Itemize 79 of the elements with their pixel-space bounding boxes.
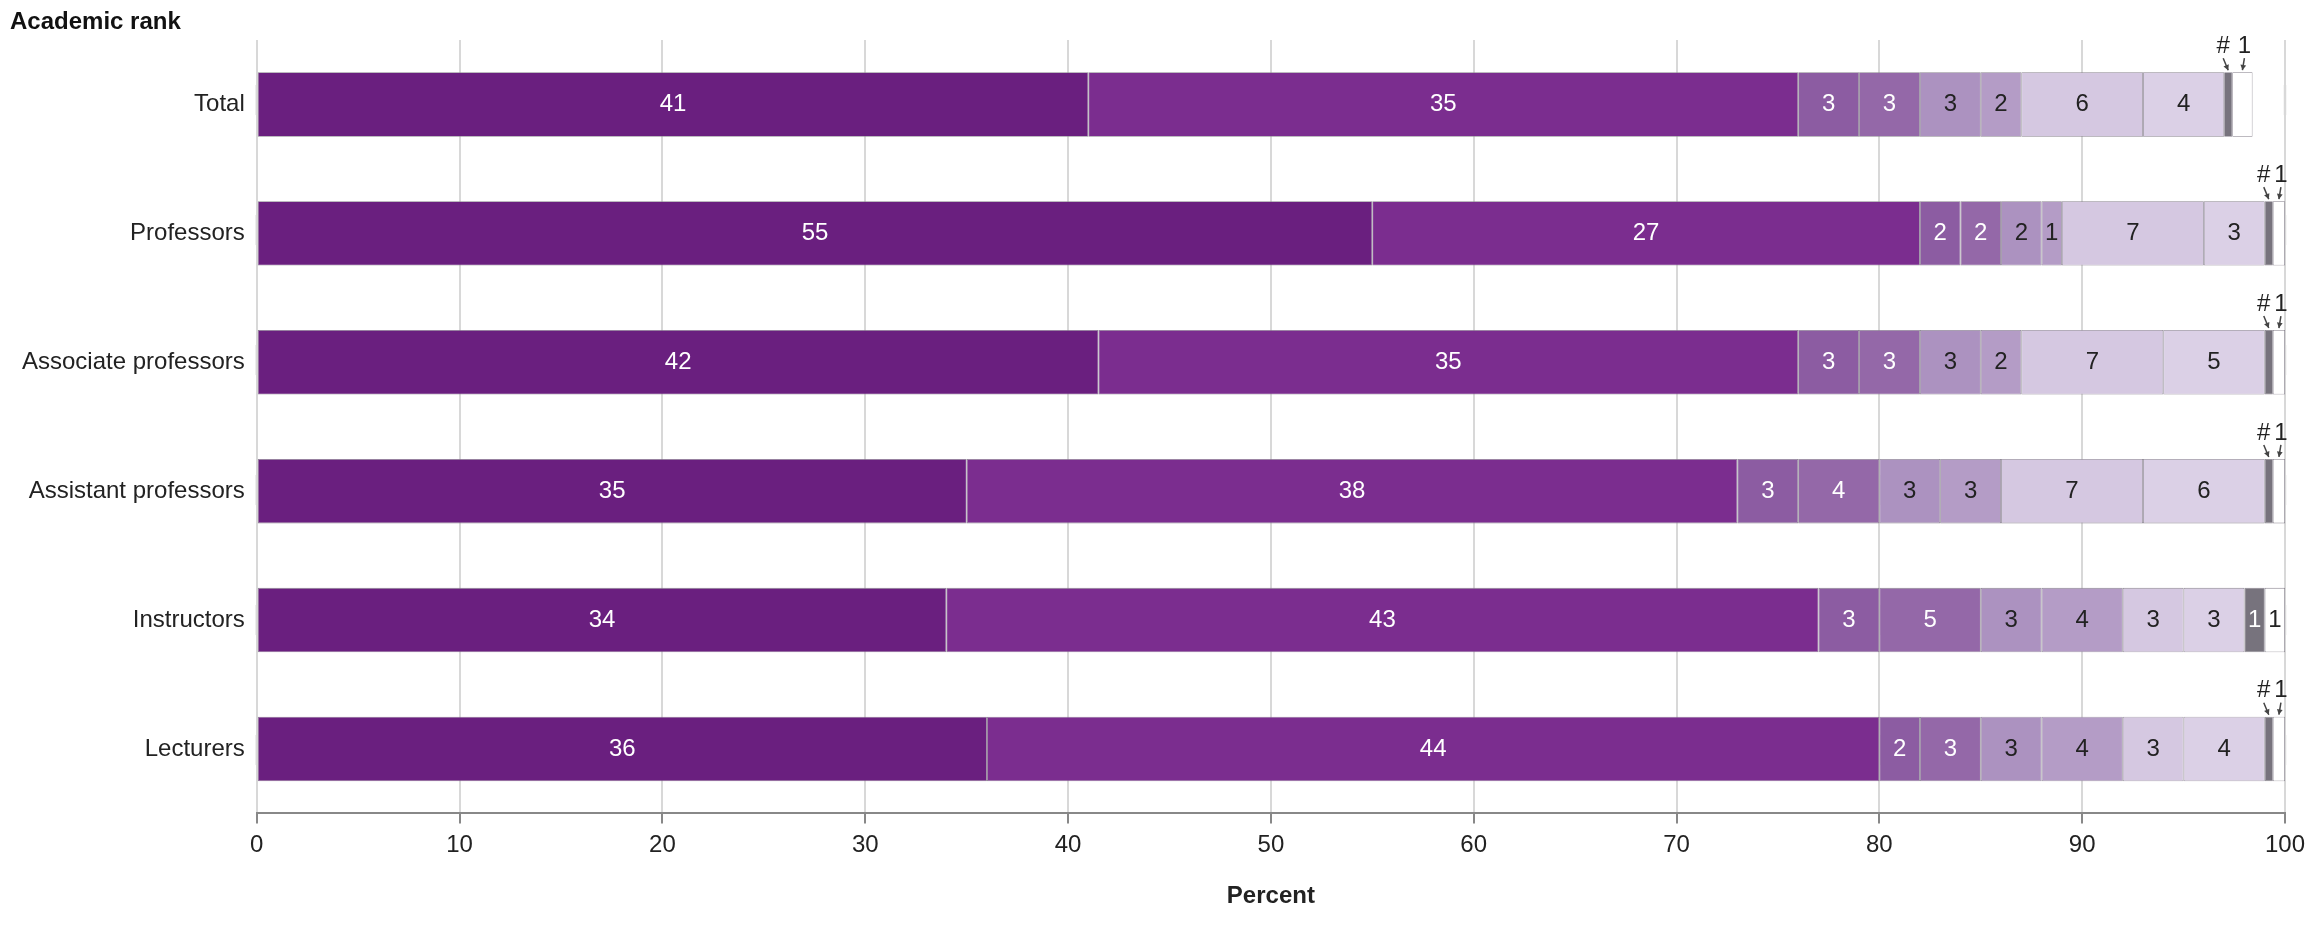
data-label: 6 <box>2197 475 2211 503</box>
data-label: 4 <box>2075 604 2089 632</box>
data-label: 35 <box>1435 346 1462 374</box>
y-axis-title: Academic rank <box>10 6 182 34</box>
data-label: 3 <box>1943 733 1958 761</box>
data-label: 3 <box>2146 604 2160 632</box>
data-label: 7 <box>2126 217 2140 245</box>
x-tick-label: 50 <box>1257 830 1285 858</box>
data-label: 3 <box>1882 346 1897 374</box>
x-tick-label: 70 <box>1663 830 1690 858</box>
y-tick-label: Instructors <box>132 604 245 632</box>
y-tick-label: Total <box>194 89 245 117</box>
data-label: 41 <box>659 89 687 117</box>
y-tick-label: Assistant professors <box>28 475 245 503</box>
x-tick-label: 90 <box>2068 830 2096 858</box>
y-tick-label: Lecturers <box>144 733 245 761</box>
data-label: 1 <box>2045 217 2059 245</box>
data-label: 1 <box>2274 159 2288 187</box>
data-label: 6 <box>2075 89 2089 117</box>
data-label: 3 <box>2004 604 2018 632</box>
data-label: 36 <box>608 733 636 761</box>
data-label: 55 <box>801 217 829 245</box>
data-label: # <box>2257 288 2272 316</box>
data-label: 3 <box>2004 733 2018 761</box>
data-label: 2 <box>1974 217 1988 245</box>
x-tick-label: 100 <box>2264 830 2306 858</box>
data-label: 4 <box>1832 475 1846 503</box>
data-label: 3 <box>1882 89 1897 117</box>
data-label: 3 <box>1963 475 1978 503</box>
data-label: 1 <box>2274 288 2288 316</box>
data-label: 35 <box>1429 89 1457 117</box>
data-label: 5 <box>1923 604 1937 632</box>
data-label: 2 <box>1933 217 1947 245</box>
data-label: 3 <box>1761 475 1775 503</box>
data-label: 1 <box>2237 30 2252 58</box>
data-label: 3 <box>2227 217 2241 245</box>
data-label: 1 <box>2247 604 2262 632</box>
x-tick-label: 10 <box>446 830 473 858</box>
data-label: 3 <box>1943 346 1958 374</box>
data-label: 3 <box>1821 346 1836 374</box>
x-tick-label: 40 <box>1054 830 1082 858</box>
data-label: 3 <box>1842 604 1856 632</box>
data-label: 44 <box>1419 733 1447 761</box>
data-label: 2 <box>2014 217 2029 245</box>
data-label: 1 <box>2274 417 2288 445</box>
data-label: 42 <box>664 346 692 374</box>
data-label: 3 <box>1943 89 1958 117</box>
data-label: 38 <box>1338 475 1366 503</box>
data-label: # <box>2216 30 2231 58</box>
data-label: 7 <box>2085 346 2099 374</box>
data-label: 4 <box>2176 89 2191 117</box>
x-tick-label: 20 <box>649 830 676 858</box>
data-label: 43 <box>1369 604 1396 632</box>
data-label: 3 <box>2207 604 2221 632</box>
data-label: # <box>2257 417 2272 445</box>
data-label: 35 <box>598 475 626 503</box>
data-label: # <box>2257 159 2272 187</box>
y-tick-label: Professors <box>130 217 245 245</box>
x-tick-label: 0 <box>250 830 264 858</box>
data-label: 1 <box>2268 604 2282 632</box>
data-label: 4 <box>2217 733 2231 761</box>
data-label: 2 <box>1994 89 2008 117</box>
data-label: # <box>2257 675 2272 703</box>
data-label: 27 <box>1632 217 1660 245</box>
data-label: 3 <box>1903 475 1917 503</box>
data-label: 34 <box>588 604 616 632</box>
data-label: 3 <box>2146 733 2160 761</box>
data-label: 3 <box>1821 89 1836 117</box>
data-label: 7 <box>2065 475 2079 503</box>
x-tick-label: 60 <box>1460 830 1488 858</box>
data-label: 2 <box>1994 346 2008 374</box>
x-tick-label: 30 <box>851 830 879 858</box>
data-label: 4 <box>2075 733 2089 761</box>
y-tick-label: Associate professors <box>22 346 245 374</box>
x-axis-title: Percent <box>1226 881 1315 909</box>
x-tick-label: 80 <box>1866 830 1893 858</box>
data-label: 2 <box>1892 733 1907 761</box>
data-label: 1 <box>2274 675 2288 703</box>
data-label: 5 <box>2207 346 2221 374</box>
